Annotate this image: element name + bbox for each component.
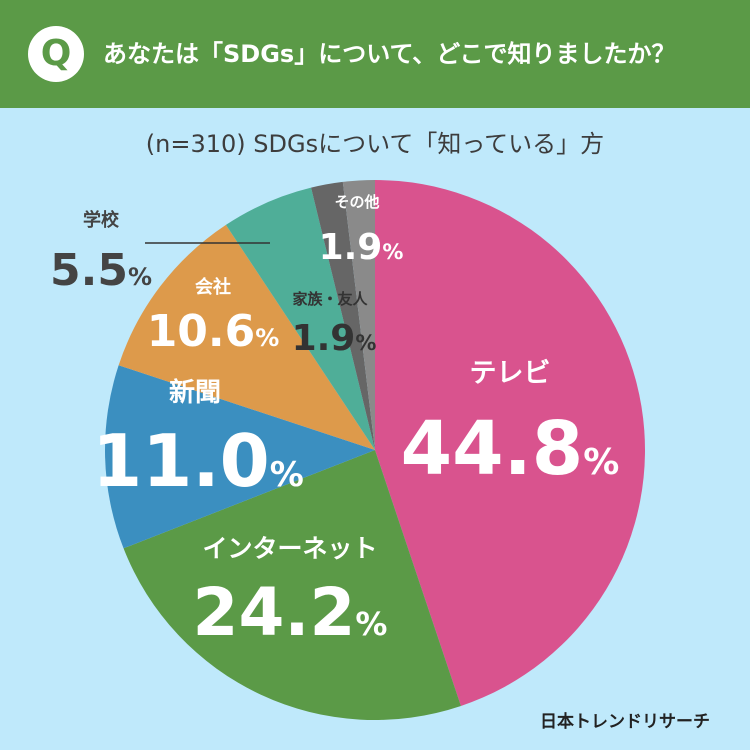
q-badge: Q (28, 26, 84, 82)
slice-value-school: 5.5% (50, 245, 152, 296)
brand-logo-text: 日本トレンドリサーチ (540, 712, 710, 732)
chart-subtitle: (n=310) SDGsについて「知っている」方 (145, 130, 605, 158)
slice-value-newspaper: 11.0% (92, 419, 304, 503)
pie-slice-family (311, 181, 375, 450)
pie-slice-newspaper (105, 365, 375, 549)
pie-slice-tv (375, 180, 645, 706)
question-text: あなたは「SDGs」について、どこで知りましたか？ (103, 40, 676, 68)
slice-label-tv: テレビ (470, 358, 551, 389)
slice-label-family: 家族・友人 (292, 290, 368, 308)
slice-label-other: その他 (334, 193, 379, 211)
pie-slice-company (118, 224, 375, 450)
slice-value-family: 1.9% (292, 318, 377, 359)
q-badge-letter: Q (40, 33, 72, 74)
question-header: Q あなたは「SDGs」について、どこで知りましたか？ (0, 0, 750, 108)
pie-slice-school (225, 187, 375, 451)
slice-value-company: 10.6% (147, 306, 280, 357)
slice-value-tv: 44.8% (401, 406, 620, 492)
pie-slice-internet (123, 450, 461, 720)
pie-slice-other (342, 180, 375, 450)
slice-label-newspaper: 新聞 (169, 377, 221, 408)
slice-value-internet: 24.2% (193, 574, 388, 651)
slice-label-company: 会社 (195, 276, 231, 298)
slice-label-internet: インターネット (202, 534, 377, 563)
slice-label-school: 学校 (83, 209, 120, 231)
slice-value-other: 1.9% (319, 227, 404, 268)
